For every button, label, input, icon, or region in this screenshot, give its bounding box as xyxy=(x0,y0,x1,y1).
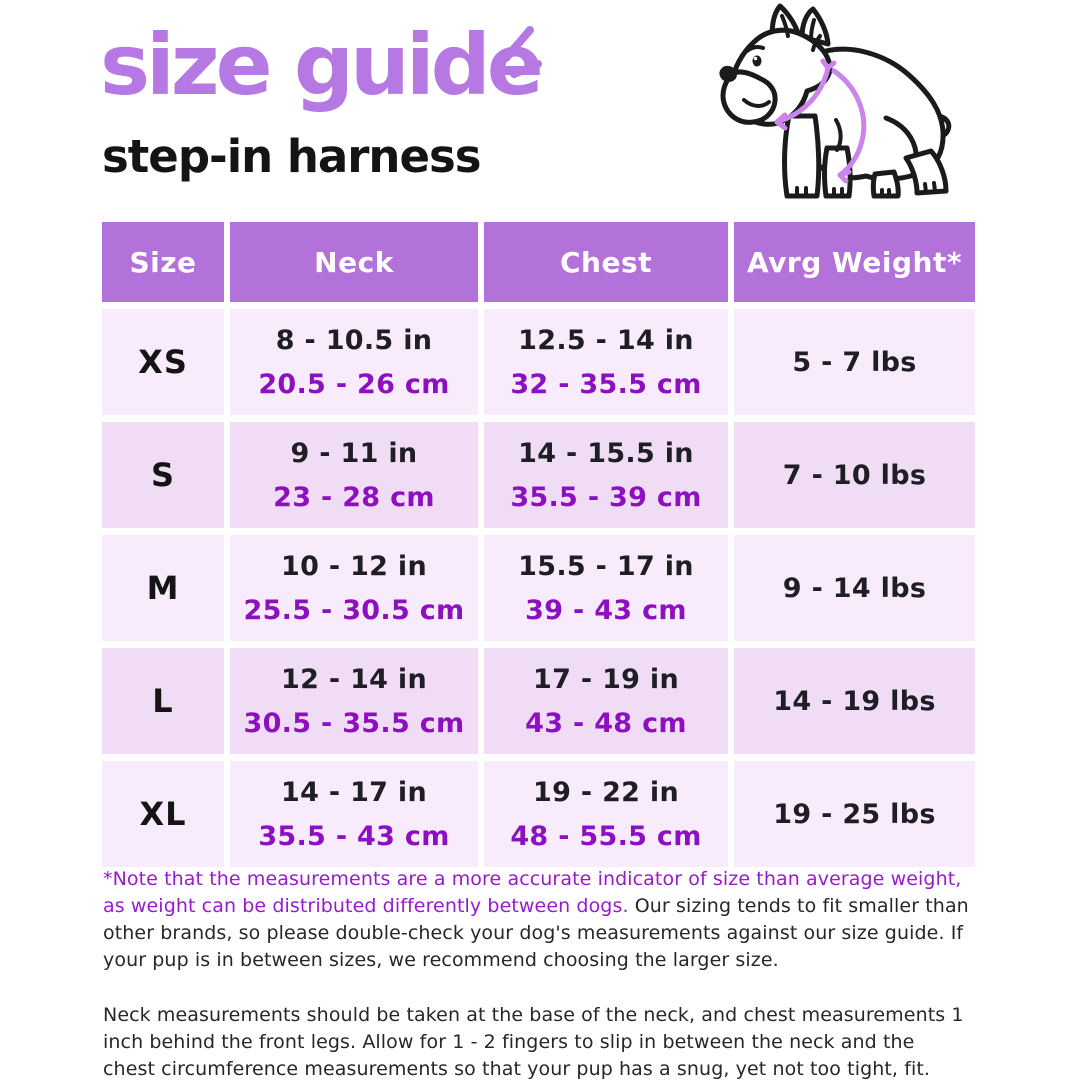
dog-front-leg-near xyxy=(782,113,822,199)
chest-inches-value: 12.5 - 14 in xyxy=(518,324,694,356)
dog-nose xyxy=(719,65,737,82)
size-cell: S xyxy=(102,422,224,528)
size-label: XL xyxy=(139,795,187,833)
neck-cm-value: 35.5 - 43 cm xyxy=(258,820,450,852)
chest-cell: 12.5 - 14 in 32 - 35.5 cm xyxy=(484,309,728,415)
sparkle-icon xyxy=(502,26,542,78)
harness-measurement-bands xyxy=(774,58,867,184)
chest-inches-value: 17 - 19 in xyxy=(532,663,680,695)
neck-inches-value: 10 - 12 in xyxy=(280,550,428,582)
weight-value: 19 - 25 lbs xyxy=(773,798,936,830)
size-label: M xyxy=(146,569,180,607)
neck-cell: 14 - 17 in 35.5 - 43 cm xyxy=(230,761,478,867)
french-bulldog-illustration xyxy=(719,3,952,199)
weight-value: 14 - 19 lbs xyxy=(773,685,936,717)
neck-cell: 12 - 14 in 30.5 - 35.5 cm xyxy=(230,648,478,754)
chest-cm-value: 32 - 35.5 cm xyxy=(510,368,702,400)
weight-cell: 9 - 14 lbs xyxy=(734,535,975,641)
neck-cell: 9 - 11 in 23 - 28 cm xyxy=(230,422,478,528)
weight-value: 7 - 10 lbs xyxy=(782,459,927,491)
size-cell: L xyxy=(102,648,224,754)
size-label: S xyxy=(150,456,176,494)
dog-eye xyxy=(752,55,762,67)
neck-cm-value: 30.5 - 35.5 cm xyxy=(243,707,465,739)
notes-section: *Note that the measurements are a more a… xyxy=(103,866,971,1080)
chest-cm-value: 48 - 55.5 cm xyxy=(510,820,702,852)
weight-cell: 5 - 7 lbs xyxy=(734,309,975,415)
neck-cm-value: 25.5 - 30.5 cm xyxy=(243,594,465,626)
weight-value: 9 - 14 lbs xyxy=(782,572,927,604)
note-sizing-paragraph: *Note that the measurements are a more a… xyxy=(103,866,971,975)
chest-inches-value: 19 - 22 in xyxy=(532,776,680,808)
chest-cell: 15.5 - 17 in 39 - 43 cm xyxy=(484,535,728,641)
dog-rear-leg xyxy=(903,148,949,196)
note-highlight-text: *Note that the measurements are a more a… xyxy=(103,868,962,918)
size-table: Size Neck Chest Avrg Weight* XS 8 - 10.5… xyxy=(102,222,975,867)
dog-rear-paw-far xyxy=(870,169,901,199)
neck-inches-value: 9 - 11 in xyxy=(290,437,418,469)
weight-cell: 7 - 10 lbs xyxy=(734,422,975,528)
page-title: size guide xyxy=(100,16,544,114)
size-cell: XS xyxy=(102,309,224,415)
note-rest-text: Our sizing tends to fit smaller than oth… xyxy=(103,895,969,972)
note-measuring-paragraph: Neck measurements should be taken at the… xyxy=(103,1003,964,1080)
size-label: XS xyxy=(138,343,188,381)
chest-cell: 17 - 19 in 43 - 48 cm xyxy=(484,648,728,754)
neck-inches-value: 14 - 17 in xyxy=(280,776,428,808)
neck-cm-value: 23 - 28 cm xyxy=(273,481,435,513)
weight-cell: 14 - 19 lbs xyxy=(734,648,975,754)
neck-inches-value: 12 - 14 in xyxy=(280,663,428,695)
neck-cell: 10 - 12 in 25.5 - 30.5 cm xyxy=(230,535,478,641)
neck-cell: 8 - 10.5 in 20.5 - 26 cm xyxy=(230,309,478,415)
column-header-chest: Chest xyxy=(484,222,728,302)
size-cell: XL xyxy=(102,761,224,867)
chest-cell: 19 - 22 in 48 - 55.5 cm xyxy=(484,761,728,867)
column-header-weight: Avrg Weight* xyxy=(734,222,975,302)
chest-inches-value: 14 - 15.5 in xyxy=(518,437,694,469)
page-subtitle: step-in harness xyxy=(102,130,482,183)
column-header-size: Size xyxy=(102,222,224,302)
chest-cell: 14 - 15.5 in 35.5 - 39 cm xyxy=(484,422,728,528)
weight-cell: 19 - 25 lbs xyxy=(734,761,975,867)
weight-value: 5 - 7 lbs xyxy=(792,346,917,378)
size-cell: M xyxy=(102,535,224,641)
neck-cm-value: 20.5 - 26 cm xyxy=(258,368,450,400)
neck-inches-value: 8 - 10.5 in xyxy=(275,324,433,356)
chest-cm-value: 43 - 48 cm xyxy=(525,707,687,739)
size-label: L xyxy=(152,682,174,720)
chest-inches-value: 15.5 - 17 in xyxy=(518,550,694,582)
dog-front-leg-far xyxy=(822,145,853,199)
chest-cm-value: 35.5 - 39 cm xyxy=(510,481,702,513)
dog-muzzle xyxy=(720,69,778,125)
chest-cm-value: 39 - 43 cm xyxy=(525,594,687,626)
column-header-neck: Neck xyxy=(230,222,478,302)
